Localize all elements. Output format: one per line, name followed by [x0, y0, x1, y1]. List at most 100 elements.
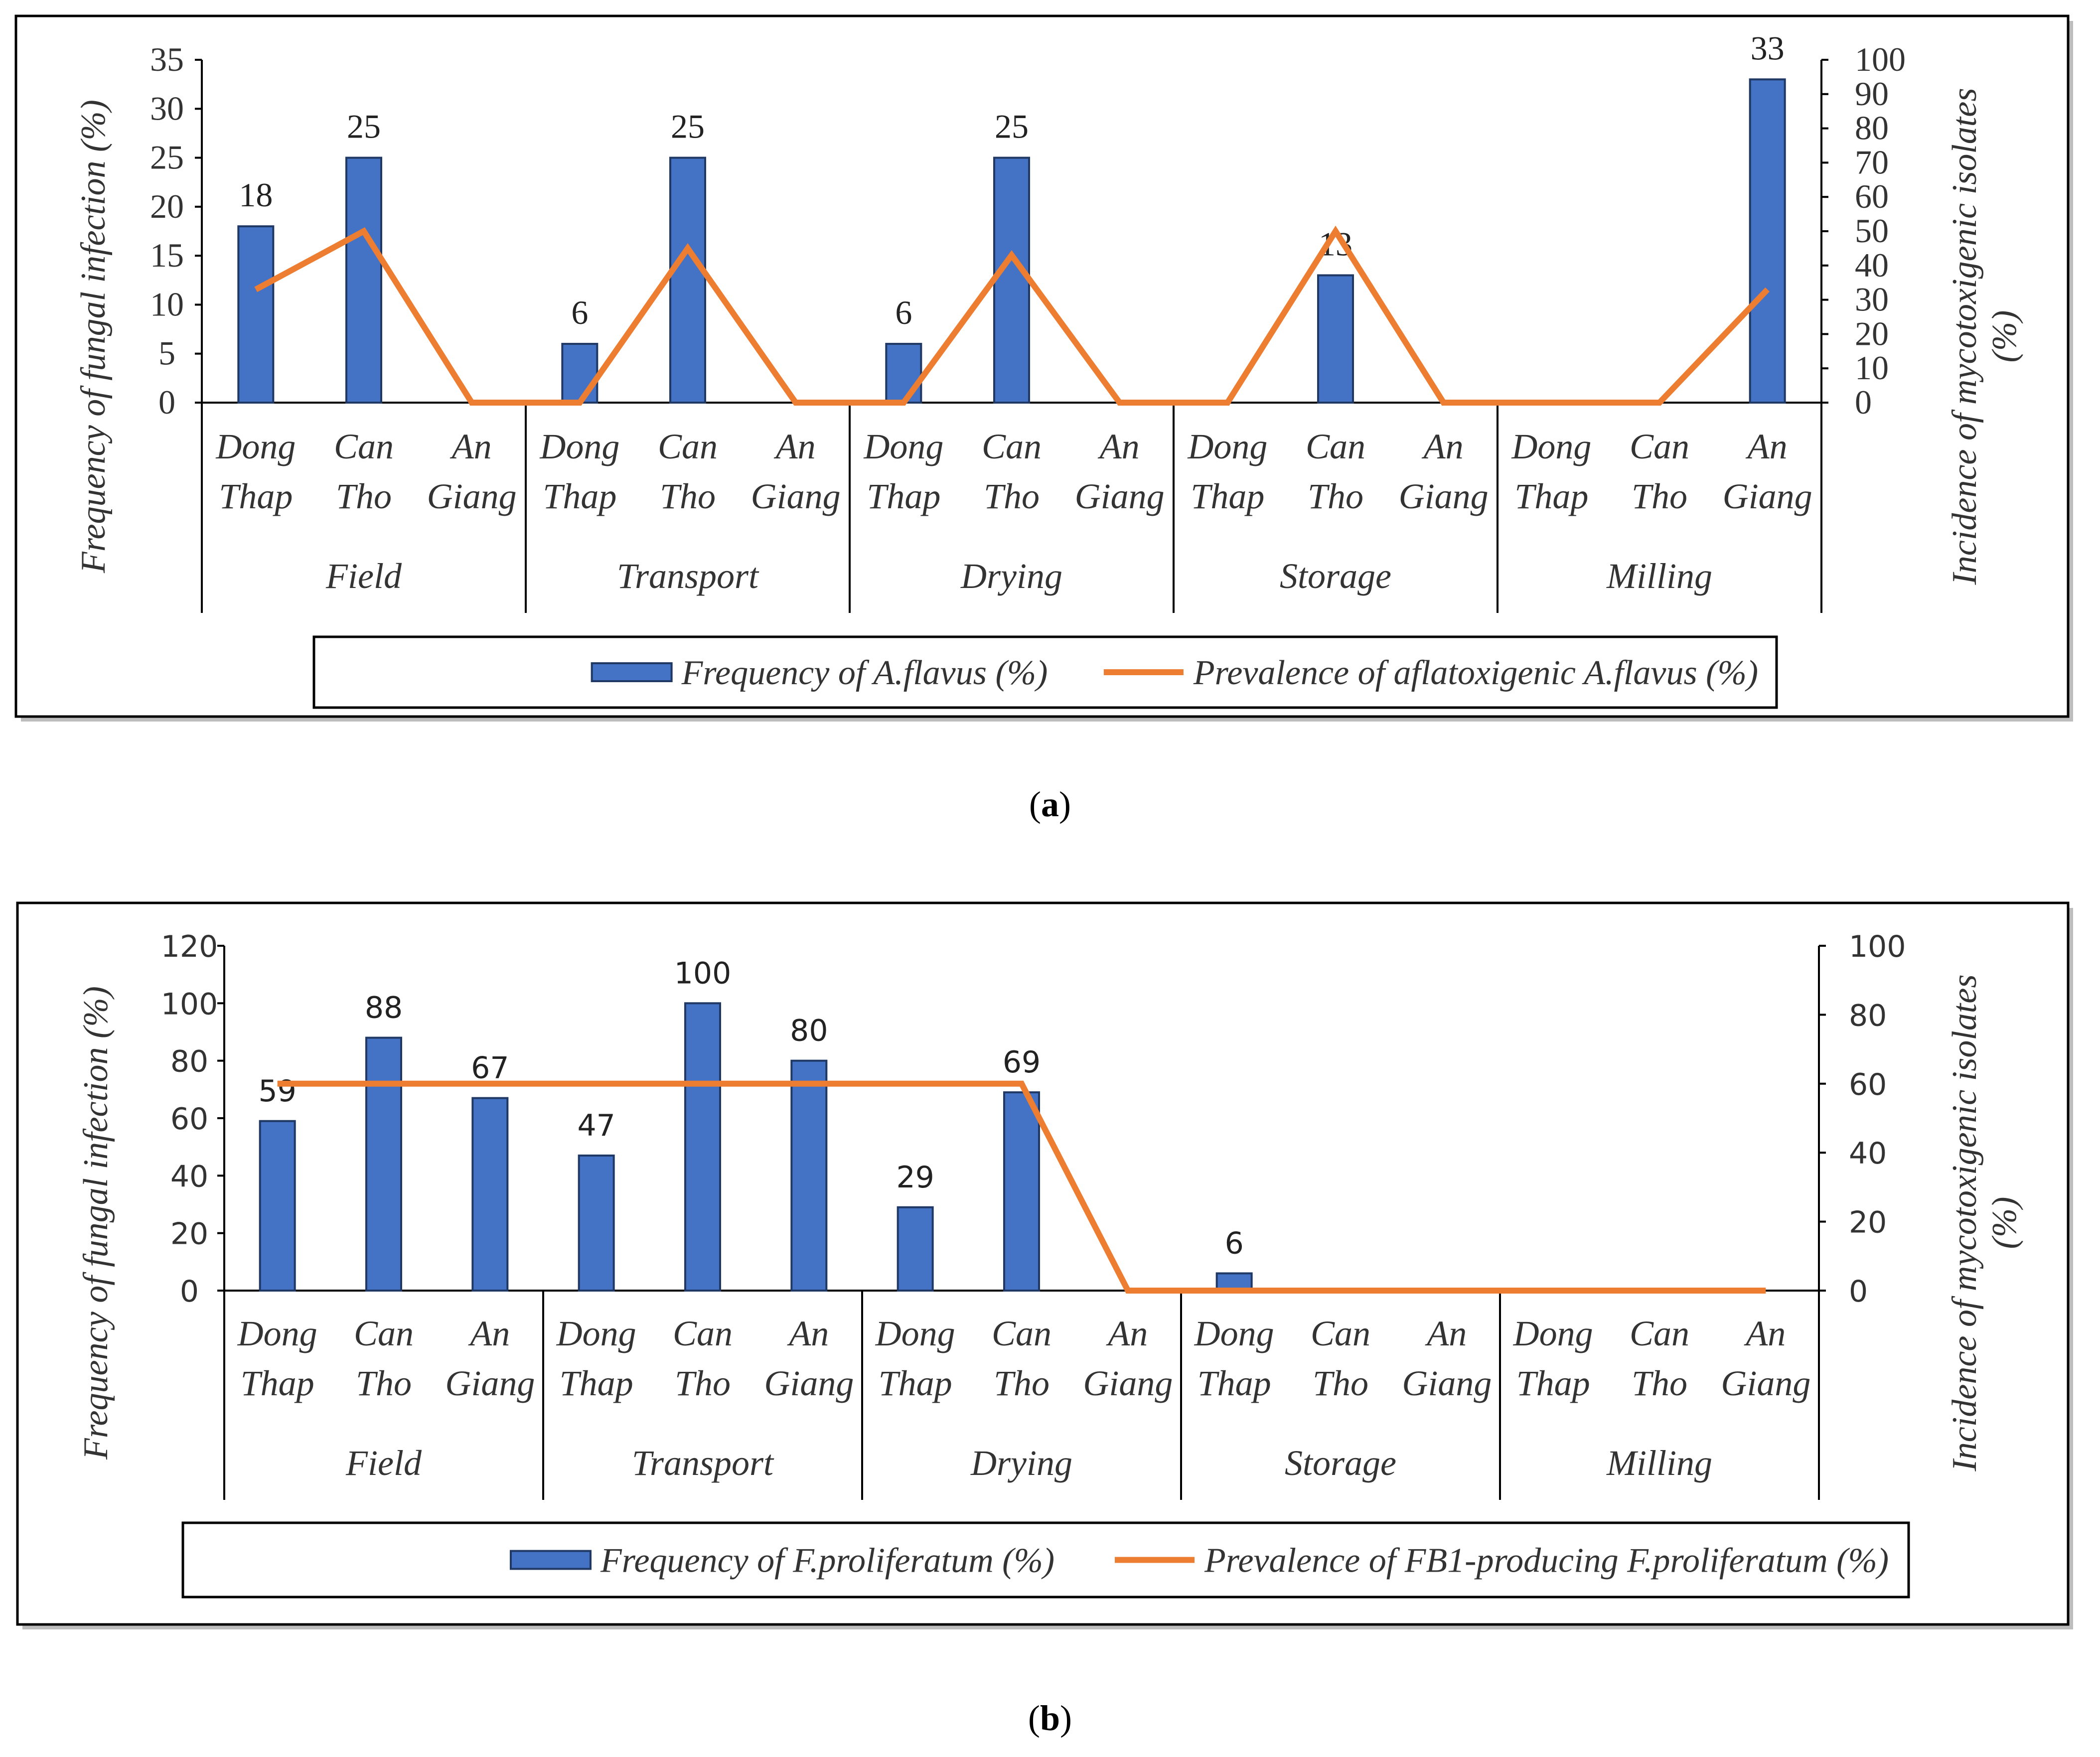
bar-data-label: 6	[895, 293, 912, 331]
x-group-label: Storage	[1280, 556, 1391, 596]
bar-data-label: 29	[896, 1160, 934, 1195]
x-subcategory-label: Thap	[1191, 476, 1264, 516]
y-tick-label: 120	[161, 929, 218, 964]
y2-tick-label: 60	[1855, 177, 1889, 215]
x-subcategory-label: An	[1425, 1314, 1467, 1353]
x-subcategory-label: Giang	[445, 1363, 535, 1403]
x-subcategory-label: Giang	[751, 476, 841, 516]
y-tick-label: 0	[180, 1274, 199, 1309]
bar	[1749, 78, 1786, 404]
x-subcategory-label: Giang	[764, 1363, 854, 1403]
x-subcategory-label: Giang	[1721, 1363, 1810, 1403]
series-line	[254, 225, 1770, 406]
bar-data-label: 25	[671, 108, 705, 146]
bar-data-label: 6	[1225, 1226, 1244, 1261]
x-group-label: Transport	[617, 556, 759, 596]
legend: Frequency of F.proliferatum (%) Prevalenc…	[181, 1521, 1910, 1599]
x-subcategory-label: Giang	[1723, 476, 1812, 516]
x-subcategory-label: Tho	[336, 476, 392, 516]
series-line	[277, 1080, 1766, 1294]
bar	[885, 343, 922, 404]
x-subcategory-label: Dong	[215, 427, 296, 466]
bar	[669, 156, 706, 404]
bar	[365, 1036, 402, 1292]
x-subcategory-label: An	[1422, 427, 1464, 466]
bar	[237, 225, 275, 404]
legend-line-label: Prevalence of aflatoxigenic A.flavus (%)	[1193, 654, 1758, 692]
y-tick-label: 25	[150, 139, 184, 176]
x-group-label: Milling	[1606, 556, 1712, 596]
panel-caption: (a)	[1029, 784, 1071, 824]
bar	[1003, 1091, 1040, 1292]
y-tick-label: 30	[150, 89, 184, 127]
y2-tick-label: 10	[1855, 349, 1889, 387]
y-tick-label: 10	[150, 285, 184, 323]
x-subcategory-label: An	[1098, 427, 1140, 466]
y-tick-label: 80	[170, 1044, 208, 1079]
legend-box	[181, 1521, 1910, 1599]
x-subcategory-label: Tho	[660, 476, 716, 516]
x-subcategory-label: An	[774, 427, 816, 466]
legend-line-label: Prevalence of FB1-producing F.proliferat…	[1204, 1542, 1889, 1580]
x-subcategory-label: Thap	[241, 1363, 314, 1403]
bar	[1317, 274, 1354, 404]
x-group-label: Storage	[1285, 1443, 1396, 1483]
y-tick-label: 35	[150, 40, 184, 78]
y2-axis-title: (%)	[1985, 310, 2024, 363]
bar	[790, 1059, 828, 1292]
x-subcategory-label: Dong	[863, 427, 943, 466]
bar-data-label: 6	[571, 293, 588, 331]
x-subcategory-label: Dong	[1513, 1314, 1593, 1353]
bar	[345, 156, 382, 404]
bar	[259, 1120, 296, 1292]
x-subcategory-label: Thap	[543, 476, 616, 516]
legend-bar-label: Frequency of F.proliferatum (%)	[600, 1542, 1054, 1580]
bar	[471, 1097, 509, 1292]
y2-tick-label: 40	[1855, 246, 1889, 284]
x-subcategory-label: Dong	[237, 1314, 317, 1353]
y2-tick-label: 60	[1849, 1067, 1887, 1102]
y-tick-label: 100	[161, 987, 218, 1022]
y2-tick-label: 80	[1849, 998, 1887, 1033]
y2-tick-label: 30	[1855, 281, 1889, 318]
x-subcategory-label: Can	[334, 427, 394, 466]
legend-box	[312, 635, 1778, 709]
x-subcategory-label: Dong	[875, 1314, 955, 1353]
y2-tick-label: 20	[1849, 1205, 1887, 1240]
x-subcategory-label: Can	[354, 1314, 414, 1353]
bar	[897, 1206, 934, 1292]
y-tick-label: 5	[158, 334, 175, 372]
bar-data-label: 80	[790, 1014, 828, 1048]
x-subcategory-label: Dong	[1511, 427, 1591, 466]
x-subcategory-label: Tho	[984, 476, 1040, 516]
x-subcategory-label: Thap	[1516, 1363, 1590, 1403]
y2-tick-label: 40	[1849, 1136, 1887, 1171]
bar-data-label: 69	[1003, 1045, 1041, 1080]
x-group-label: Transport	[632, 1443, 774, 1483]
x-subcategory-label: Thap	[1514, 476, 1588, 516]
panel-caption: (b)	[1028, 1698, 1072, 1738]
x-subcategory-label: Dong	[556, 1314, 636, 1353]
bar	[561, 343, 599, 404]
y-axis-title: Frequency of fungal infection (%)	[77, 986, 115, 1460]
y-tick-label: 20	[150, 187, 184, 225]
x-subcategory-label: Can	[673, 1314, 733, 1353]
bar-data-label: 100	[674, 956, 732, 991]
x-subcategory-label: An	[1746, 427, 1788, 466]
x-subcategory-label: Thap	[879, 1363, 952, 1403]
bar	[578, 1154, 615, 1292]
x-subcategory-label: An	[468, 1314, 510, 1353]
x-subcategory-label: Giang	[1075, 476, 1165, 516]
legend-bar-swatch	[591, 662, 673, 682]
x-subcategory-label: Can	[1306, 427, 1365, 466]
y-tick-label: 20	[170, 1217, 208, 1252]
bar	[684, 1002, 721, 1292]
x-subcategory-label: Dong	[1194, 1314, 1274, 1353]
y2-tick-label: 0	[1855, 383, 1872, 421]
x-subcategory-label: Tho	[675, 1363, 731, 1403]
x-subcategory-label: An	[450, 427, 492, 466]
y2-tick-label: 0	[1849, 1274, 1868, 1309]
bar-data-label: 25	[995, 108, 1029, 146]
bar-data-label: 59	[258, 1074, 296, 1109]
x-subcategory-label: Thap	[560, 1363, 633, 1403]
